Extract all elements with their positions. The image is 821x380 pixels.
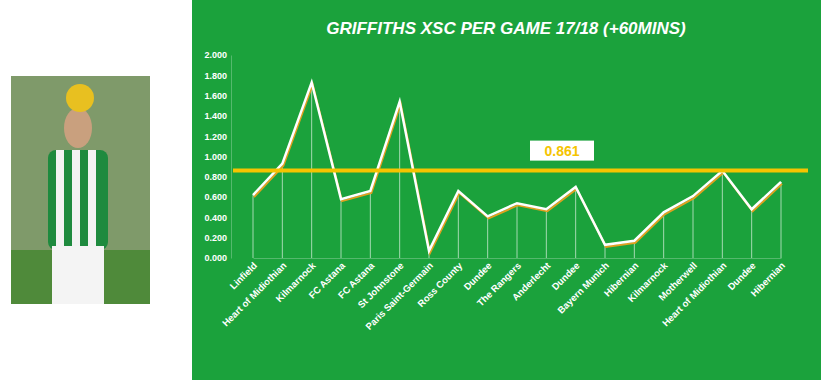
reference-label-box — [530, 141, 594, 161]
photo-background — [11, 76, 150, 304]
drop-line — [546, 209, 547, 258]
reference-line — [233, 169, 808, 173]
x-tick-label: Bayern Munich — [555, 260, 611, 316]
y-tick-label: 0.800 — [204, 172, 227, 182]
photo-shirt — [48, 150, 108, 250]
y-tick: 0.000 — [204, 253, 231, 263]
drop-line — [487, 216, 488, 258]
x-tick: Heart of Midiothian — [660, 258, 729, 328]
y-tick-label: 1.000 — [204, 152, 227, 162]
photo-stripe — [56, 150, 64, 250]
y-tick-label: 1.400 — [204, 111, 227, 121]
drop-line — [575, 187, 576, 258]
chart-title: GRIFFITHS XSC PER GAME 17/18 (+60MINS) — [326, 19, 686, 38]
photo-head — [64, 108, 92, 148]
drop-line — [282, 164, 283, 258]
y-tick: 0.600 — [204, 192, 231, 202]
y-tick: 1.800 — [204, 71, 231, 81]
canvas: GRIFFITHS XSC PER GAME 17/18 (+60MINS) 0.… — [0, 0, 821, 380]
drop-line — [751, 209, 752, 258]
x-tick-label: Hibernian — [748, 260, 787, 299]
x-tick: Hibernian — [748, 258, 787, 299]
drop-line — [253, 195, 254, 258]
x-tick-label: Ross County — [415, 259, 465, 309]
drop-line — [341, 199, 342, 258]
y-tick: 1.400 — [204, 111, 231, 121]
drop-line — [517, 203, 518, 258]
y-tick: 1.000 — [204, 152, 231, 162]
x-tick: Bayern Munich — [555, 258, 611, 316]
photo-shorts — [52, 246, 104, 304]
y-tick: 0.200 — [204, 233, 231, 243]
chart-background — [192, 0, 821, 380]
x-tick-label: Anderlecht — [510, 259, 553, 302]
photo-ball — [66, 84, 94, 112]
y-tick-label: 0.200 — [204, 233, 227, 243]
x-tick-label: Heart of Midiothian — [660, 260, 729, 329]
drop-line — [781, 182, 782, 258]
y-axis-line — [231, 56, 232, 259]
y-tick-label: 0.000 — [204, 253, 227, 263]
y-tick: 1.200 — [204, 132, 231, 142]
x-tick: Anderlecht — [510, 258, 553, 303]
plot-area — [233, 82, 808, 258]
y-tick-label: 0.600 — [204, 192, 227, 202]
drop-line — [693, 196, 694, 258]
x-tick: Ross County — [415, 258, 465, 309]
drop-line — [399, 102, 400, 258]
x-axis: LinfieldHeart of MidiothianKilmarnockFC … — [220, 258, 787, 332]
y-tick: 0.400 — [204, 213, 231, 223]
drop-line — [370, 191, 371, 258]
y-axis: 0.000 0.200 0.400 0.600 0.800 1.000 1.200 1.400… — [204, 50, 231, 263]
y-tick: 0.800 — [204, 172, 231, 182]
photo-stripe — [88, 150, 96, 250]
reference-label: 0.861 — [544, 143, 579, 159]
y-tick: 1.600 — [204, 91, 231, 101]
drop-line — [663, 212, 664, 258]
drop-line — [458, 191, 459, 258]
y-tick-label: 1.600 — [204, 91, 227, 101]
photo-stripe — [72, 150, 80, 250]
x-axis-line — [254, 258, 782, 259]
y-tick-label: 1.200 — [204, 132, 227, 142]
y-tick-label: 1.800 — [204, 71, 227, 81]
series-line — [253, 82, 781, 250]
drop-line — [722, 171, 723, 258]
photo — [11, 76, 150, 304]
y-tick-label: 2.000 — [204, 50, 227, 60]
y-tick: 2.000 — [204, 50, 231, 60]
y-tick-label: 0.400 — [204, 213, 227, 223]
